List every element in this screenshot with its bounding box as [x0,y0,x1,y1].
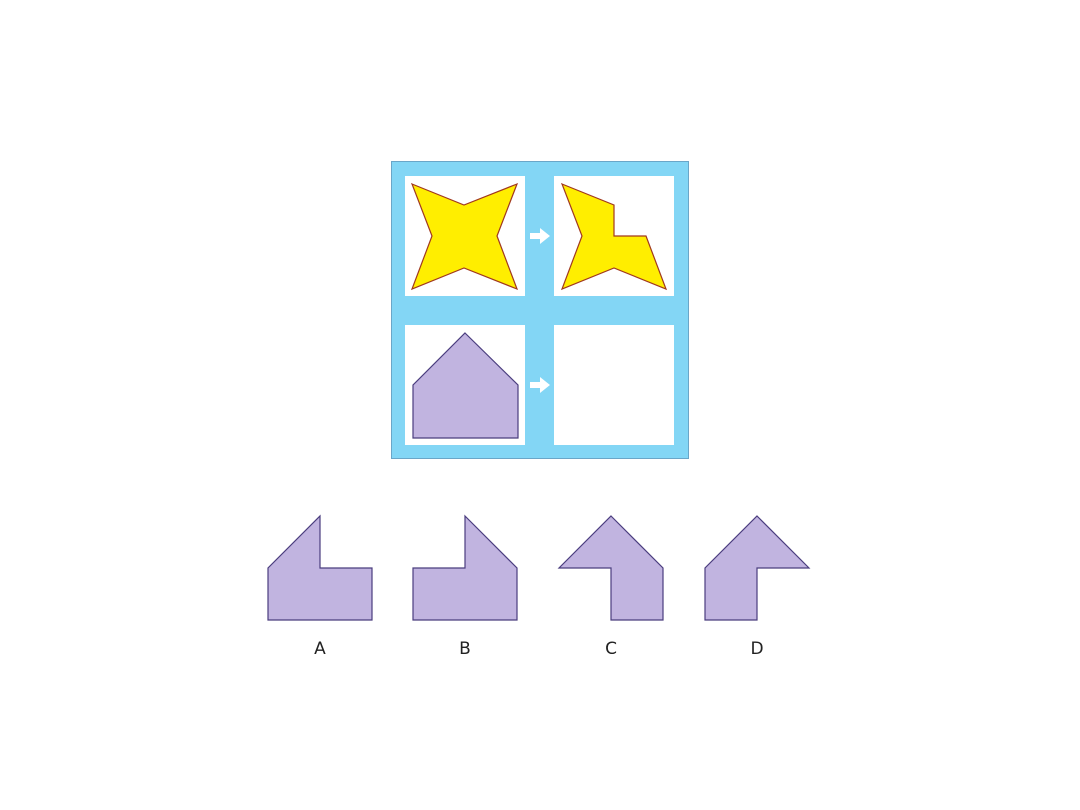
option-d-label: D [750,639,764,659]
cell-bottom-right-empty [554,325,674,445]
cell-bottom-left [405,325,525,445]
right-arrow-icon [530,377,550,393]
option-d-shape [704,515,811,621]
option-c-label: C [605,639,617,659]
cell-top-left [405,176,525,296]
house-pentagon-shape [412,332,519,439]
option-c[interactable]: C [556,513,666,673]
puzzle-grid [391,161,689,459]
right-arrow-icon [530,228,550,244]
option-a-label: A [314,639,326,659]
four-point-star-shape [410,182,519,291]
cell-top-right [554,176,674,296]
option-a[interactable]: A [265,513,375,673]
cut-star-shape [560,182,668,291]
option-b-label: B [459,639,471,659]
option-b-shape [412,514,518,621]
option-b[interactable]: B [410,513,520,673]
option-d[interactable]: D [702,513,812,673]
option-c-shape [557,515,664,621]
option-a-shape [267,514,373,621]
